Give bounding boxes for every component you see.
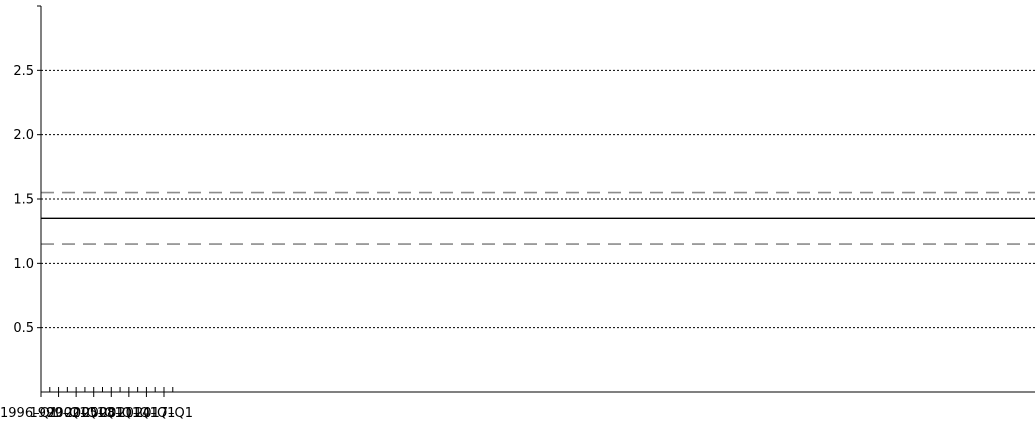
y-tick-label: 1.0 — [13, 257, 34, 272]
y-tick-label: 0.5 — [13, 321, 34, 336]
x-tick-label: 2008–Q1 — [82, 406, 140, 421]
ticks — [37, 5, 174, 397]
x-tick-label: 1999–Q1 — [30, 406, 88, 421]
tick-labels: 0.5 1.0 1.5 2.0 2.5 1996–Q11999–Q12002–Q12005… — [0, 64, 193, 421]
x-tick-label: 2017–Q1 — [135, 406, 193, 421]
x-tick-label: 2011–Q1 — [100, 406, 158, 421]
x-tick-label: 2014–Q1 — [117, 406, 175, 421]
x-tick-label: 2002–Q1 — [47, 406, 105, 421]
series-lines — [41, 191, 1035, 245]
x-tick-label: 2005–Q1 — [65, 406, 123, 421]
gridlines — [41, 69, 1035, 329]
y-tick-label: 2.0 — [13, 128, 34, 143]
y-tick-label: 2.5 — [13, 64, 34, 79]
y-tick-label: 1.5 — [13, 193, 34, 208]
x-tick-label: 1996–Q1 — [0, 406, 58, 421]
